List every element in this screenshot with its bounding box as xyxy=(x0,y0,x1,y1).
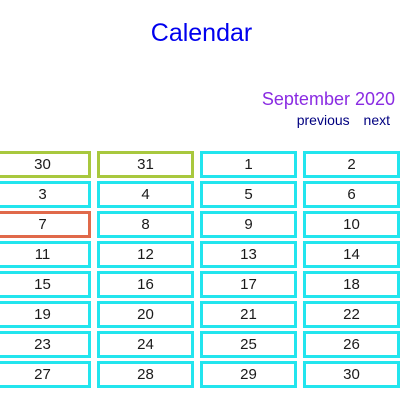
day-cell[interactable]: 12 xyxy=(97,241,194,268)
day-cell[interactable]: 2 xyxy=(303,151,400,178)
day-cell[interactable]: 19 xyxy=(0,301,91,328)
day-cell[interactable]: 4 xyxy=(97,181,194,208)
day-cell[interactable]: 26 xyxy=(303,331,400,358)
day-cell[interactable]: 9 xyxy=(200,211,297,238)
day-cell[interactable]: 21 xyxy=(200,301,297,328)
day-cell[interactable]: 15 xyxy=(0,271,91,298)
day-cell[interactable]: 29 xyxy=(200,361,297,388)
day-cell[interactable]: 28 xyxy=(97,361,194,388)
day-cell[interactable]: 30 xyxy=(303,361,400,388)
next-link[interactable]: next xyxy=(363,112,390,128)
day-cell[interactable]: 30 xyxy=(0,151,91,178)
day-cell[interactable]: 24 xyxy=(97,331,194,358)
day-cell[interactable]: 22 xyxy=(303,301,400,328)
day-cell[interactable]: 23 xyxy=(0,331,91,358)
day-cell[interactable]: 1 xyxy=(200,151,297,178)
day-cell[interactable]: 25 xyxy=(200,331,297,358)
day-cell[interactable]: 27 xyxy=(0,361,91,388)
month-label: September 2020 xyxy=(261,89,395,109)
day-cell[interactable]: 10 xyxy=(303,211,400,238)
day-cell[interactable]: 20 xyxy=(97,301,194,328)
previous-link[interactable]: previous xyxy=(296,112,350,128)
day-cell[interactable]: 6 xyxy=(303,181,400,208)
day-cell[interactable]: 13 xyxy=(200,241,297,268)
day-cell[interactable]: 31 xyxy=(97,151,194,178)
day-grid: 30 31 1 2 3 4 5 6 7 8 9 10 11 12 13 14 15 16 17 18 19 20 21 22 2… xyxy=(0,151,400,388)
day-cell[interactable]: 11 xyxy=(0,241,91,268)
day-cell[interactable]: 7 xyxy=(0,211,91,238)
day-cell[interactable]: 8 xyxy=(97,211,194,238)
day-cell[interactable]: 18 xyxy=(303,271,400,298)
day-cell[interactable]: 17 xyxy=(200,271,297,298)
day-cell[interactable]: 16 xyxy=(97,271,194,298)
calendar-title: Calendar xyxy=(150,19,253,47)
month-navigation: previous next xyxy=(297,111,390,129)
day-cell[interactable]: 3 xyxy=(0,181,91,208)
day-cell[interactable]: 5 xyxy=(200,181,297,208)
day-cell[interactable]: 14 xyxy=(303,241,400,268)
